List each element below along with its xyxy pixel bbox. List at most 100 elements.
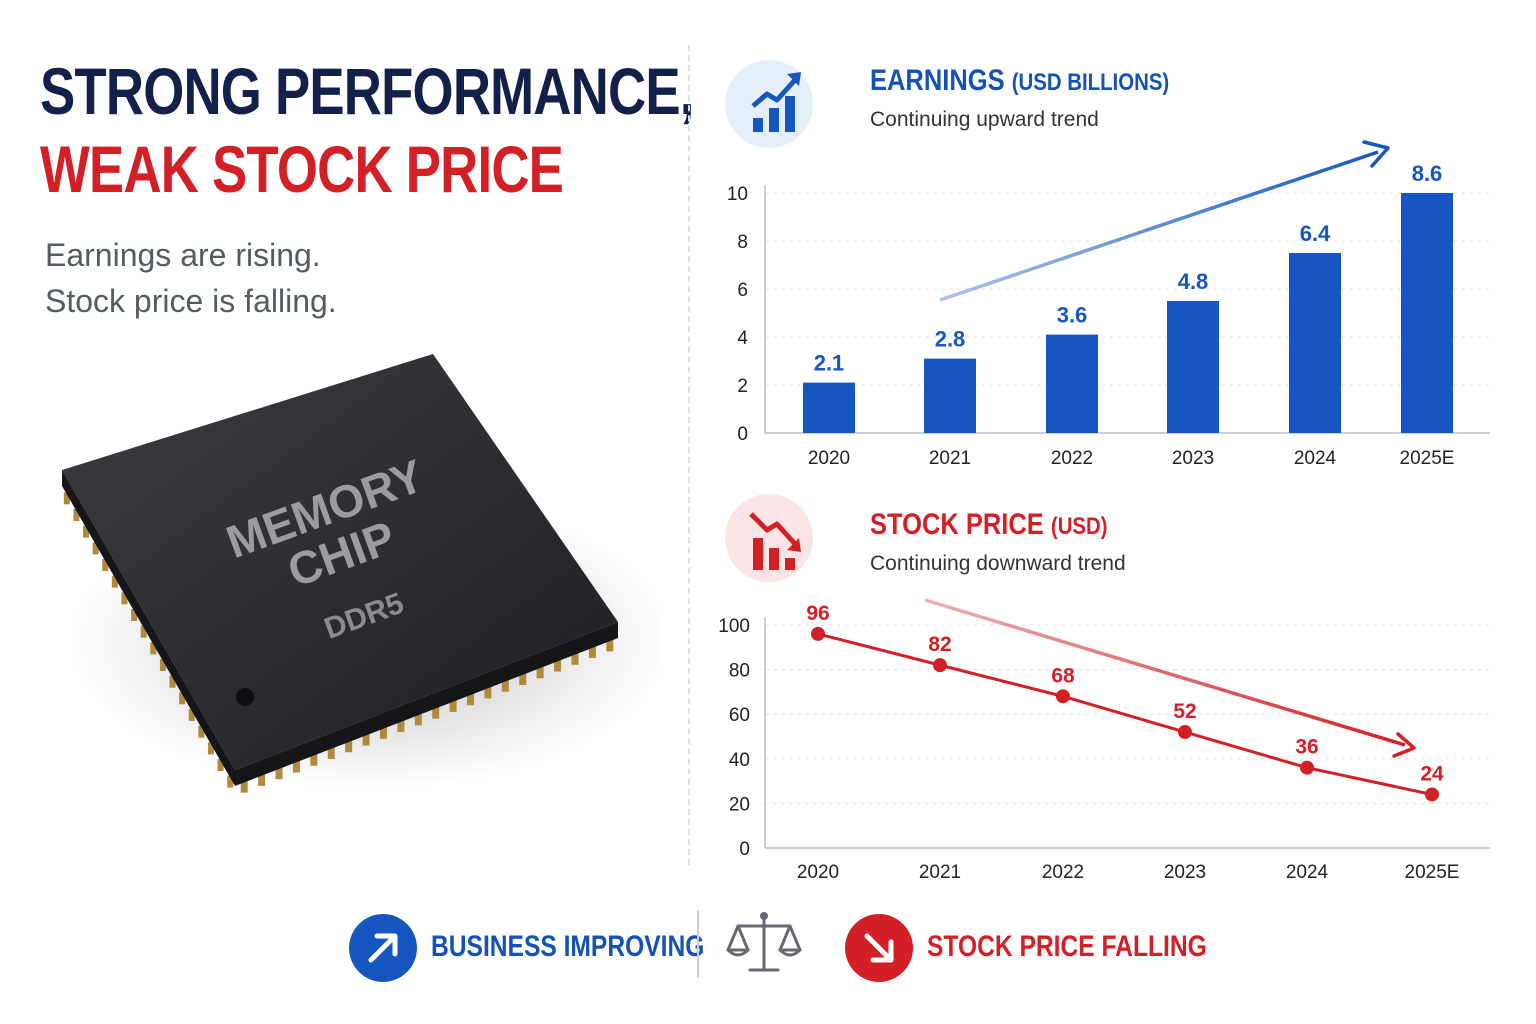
- chip-pin: [501, 679, 509, 692]
- chip-pin: [484, 686, 492, 699]
- stock-y-tick-label: 100: [718, 616, 750, 637]
- chip-pin: [140, 625, 147, 638]
- chip-pin: [397, 720, 405, 733]
- chip-pin: [362, 733, 370, 746]
- chip-pin: [111, 575, 118, 588]
- earnings-x-tick-label: 2024: [1294, 448, 1337, 469]
- chip-pin: [327, 747, 335, 759]
- chip-pin: [121, 592, 128, 605]
- earnings-bar: [924, 358, 976, 433]
- chip-pin: [150, 642, 157, 655]
- stock-data-label: 96: [806, 602, 829, 625]
- stock-data-point: [1425, 787, 1439, 802]
- stock-trend-line: [924, 598, 1406, 747]
- bottom-separator: [697, 910, 699, 978]
- earnings-y-tick-label: 4: [737, 328, 748, 349]
- stock-data-point: [1056, 689, 1070, 704]
- chip-pin: [217, 759, 224, 771]
- chip-pin: [258, 773, 266, 786]
- stock-data-point: [811, 626, 825, 641]
- chip-pin1-dot: [236, 688, 254, 706]
- chip-pin: [292, 760, 300, 773]
- stock-x-tick-label: 2020: [797, 862, 839, 883]
- earnings-y-tick-label: 0: [737, 424, 748, 445]
- stock-y-tick-label: 80: [729, 661, 750, 682]
- earnings-x-tick-label: 2021: [929, 448, 971, 469]
- chip-pin: [188, 709, 195, 721]
- stock-x-tick-label: 2025E: [1405, 862, 1460, 883]
- chip-pin: [554, 659, 562, 672]
- stock-data-label: 36: [1295, 736, 1318, 759]
- stock-y-tick-label: 60: [729, 705, 750, 726]
- decline-chart-icon: [725, 494, 813, 582]
- chip-pin: [536, 666, 544, 679]
- stock-trend-arrow: [924, 598, 1416, 758]
- stock-data-label: 52: [1173, 700, 1196, 723]
- stock-data-label: 82: [928, 633, 951, 656]
- stock-title-text: STOCK PRICE: [870, 508, 1044, 541]
- stock-subtitle: Continuing downward trend: [870, 552, 1126, 575]
- stock-series-line: [817, 632, 1433, 796]
- stock-x-tick-label: 2022: [1042, 862, 1084, 883]
- headline: STRONG PERFORMANCE, WEAK STOCK PRICE: [40, 52, 694, 208]
- stock-y-tick-label: 0: [739, 839, 750, 860]
- vertical-divider: [688, 45, 690, 865]
- chip-pin: [414, 713, 422, 726]
- chip-pin: [275, 767, 283, 780]
- chip-pin: [159, 659, 166, 671]
- balance-scale-icon: [726, 912, 802, 972]
- earnings-data-label: 2.8: [935, 327, 966, 352]
- chip-pin: [83, 525, 90, 538]
- chip-pin: [432, 706, 440, 719]
- chip-pin: [606, 639, 614, 652]
- stock-x-tick-label: 2023: [1164, 862, 1206, 883]
- chip-pin: [102, 559, 109, 571]
- earnings-data-label: 8.6: [1412, 161, 1443, 186]
- arrow-up-right-icon: [349, 914, 417, 982]
- earnings-trend-arrow: [939, 140, 1390, 302]
- subtitle: Earnings are rising. Stock price is fall…: [45, 232, 337, 324]
- earnings-x-tick-label: 2020: [808, 448, 850, 469]
- stock-x-tick-label: 2024: [1286, 862, 1329, 883]
- stock-title: STOCK PRICE (USD): [870, 508, 1108, 542]
- earnings-data-label: 3.6: [1057, 303, 1088, 328]
- stock-unit: (USD): [1050, 513, 1108, 540]
- chip-pin: [467, 693, 475, 706]
- chip-pin: [92, 542, 99, 555]
- arrow-down-right-icon: [845, 914, 913, 982]
- stock-y-tick-label: 40: [729, 750, 750, 771]
- growth-chart-icon: [725, 60, 813, 148]
- earnings-x-tick-label: 2023: [1172, 448, 1214, 469]
- chip-pin: [310, 753, 318, 766]
- earnings-bar: [1401, 193, 1453, 433]
- chip-pin: [379, 726, 387, 739]
- stock-data-label: 68: [1051, 664, 1075, 687]
- earnings-x-tick-label: 2025E: [1400, 448, 1455, 469]
- earnings-bar: [1289, 253, 1341, 433]
- headline-line-2: WEAK STOCK PRICE: [40, 132, 564, 206]
- chip-pin: [169, 675, 176, 688]
- chip-pin: [227, 775, 234, 788]
- earnings-y-tick-label: 8: [737, 232, 748, 253]
- stock-data-label: 24: [1420, 762, 1444, 785]
- earnings-data-label: 4.8: [1178, 269, 1209, 294]
- earnings-y-tick-label: 2: [737, 376, 748, 397]
- chip-pin: [240, 780, 248, 793]
- stock-x-tick-label: 2021: [919, 862, 961, 883]
- earnings-subtitle: Continuing upward trend: [870, 108, 1099, 131]
- earnings-data-label: 6.4: [1300, 221, 1331, 246]
- chip-pin: [207, 742, 214, 755]
- earnings-bar: [803, 382, 855, 433]
- chip-pin: [73, 509, 80, 521]
- chip-pins-right: [240, 639, 614, 793]
- chip-pin: [571, 652, 579, 665]
- chip-pin: [345, 740, 353, 753]
- chip-pin: [519, 673, 527, 685]
- bottom-summary-bar: BUSINESS IMPROVING STOCK PRICE FALLING: [0, 900, 1536, 1000]
- memory-chip-image: MEMORY CHIP DDR5: [62, 354, 670, 793]
- chip-pin: [588, 646, 596, 659]
- chip-body-top: [62, 354, 618, 770]
- earnings-bar: [1046, 334, 1098, 433]
- earnings-trend-line: [939, 150, 1379, 302]
- subtitle-line-2: Stock price is falling.: [45, 283, 337, 319]
